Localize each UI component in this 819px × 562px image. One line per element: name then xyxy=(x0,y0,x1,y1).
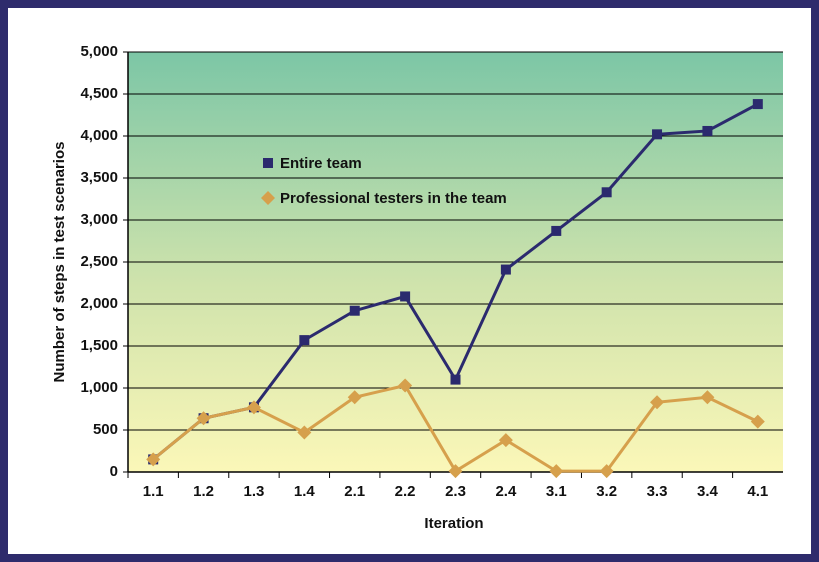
x-tick-label: 3.3 xyxy=(647,483,668,500)
y-tick-label: 4,000 xyxy=(80,127,118,144)
data-point xyxy=(349,305,360,316)
x-tick-label: 3.1 xyxy=(546,483,567,500)
y-tick-label: 2,500 xyxy=(80,253,118,270)
data-point xyxy=(652,129,663,140)
data-point xyxy=(398,378,413,393)
data-point xyxy=(450,374,461,385)
x-tick-label: 1.4 xyxy=(294,483,316,500)
x-tick-label: 3.2 xyxy=(596,483,617,500)
x-tick-label: 2.1 xyxy=(344,483,365,500)
data-point xyxy=(347,390,362,405)
y-tick-label: 0 xyxy=(110,463,118,480)
y-tick-label: 3,000 xyxy=(80,211,118,228)
x-axis-title: Iteration xyxy=(424,515,483,532)
x-tick-label: 3.4 xyxy=(697,483,719,500)
data-point xyxy=(448,464,463,479)
data-point xyxy=(549,464,564,479)
y-axis-title: Number of steps in test scenarios xyxy=(51,142,68,383)
x-tick-label: 1.3 xyxy=(244,483,265,500)
x-tick-label: 2.3 xyxy=(445,483,466,500)
data-point xyxy=(246,400,261,415)
data-point xyxy=(700,390,715,405)
y-tick-label: 4,500 xyxy=(80,85,118,102)
data-point xyxy=(400,291,411,302)
data-point xyxy=(146,452,161,467)
x-tick-label: 2.2 xyxy=(395,483,416,500)
y-tick-label: 1,000 xyxy=(80,379,118,396)
x-tick-label: 1.1 xyxy=(143,483,164,500)
data-point xyxy=(650,395,665,410)
y-tick-label: 1,500 xyxy=(80,337,118,354)
data-point xyxy=(196,411,211,426)
legend-label: Professional testers in the team xyxy=(280,190,507,207)
data-point xyxy=(299,335,310,346)
y-tick-label: 3,500 xyxy=(80,169,118,186)
data-point xyxy=(599,464,614,479)
legend-marker xyxy=(263,158,273,168)
data-point xyxy=(601,187,612,198)
data-point xyxy=(702,125,713,136)
y-tick-label: 2,000 xyxy=(80,295,118,312)
legend-marker xyxy=(261,191,275,205)
data-point xyxy=(297,425,312,440)
y-tick-label: 500 xyxy=(93,421,118,438)
x-tick-label: 1.2 xyxy=(193,483,214,500)
data-point xyxy=(500,264,511,275)
x-tick-label: 2.4 xyxy=(495,483,517,500)
x-tick-label: 4.1 xyxy=(747,483,768,500)
data-point xyxy=(498,433,513,448)
data-point xyxy=(551,225,562,236)
y-tick-label: 5,000 xyxy=(80,43,118,60)
legend-label: Entire team xyxy=(280,155,362,172)
data-point xyxy=(750,414,765,429)
data-point xyxy=(752,99,763,110)
